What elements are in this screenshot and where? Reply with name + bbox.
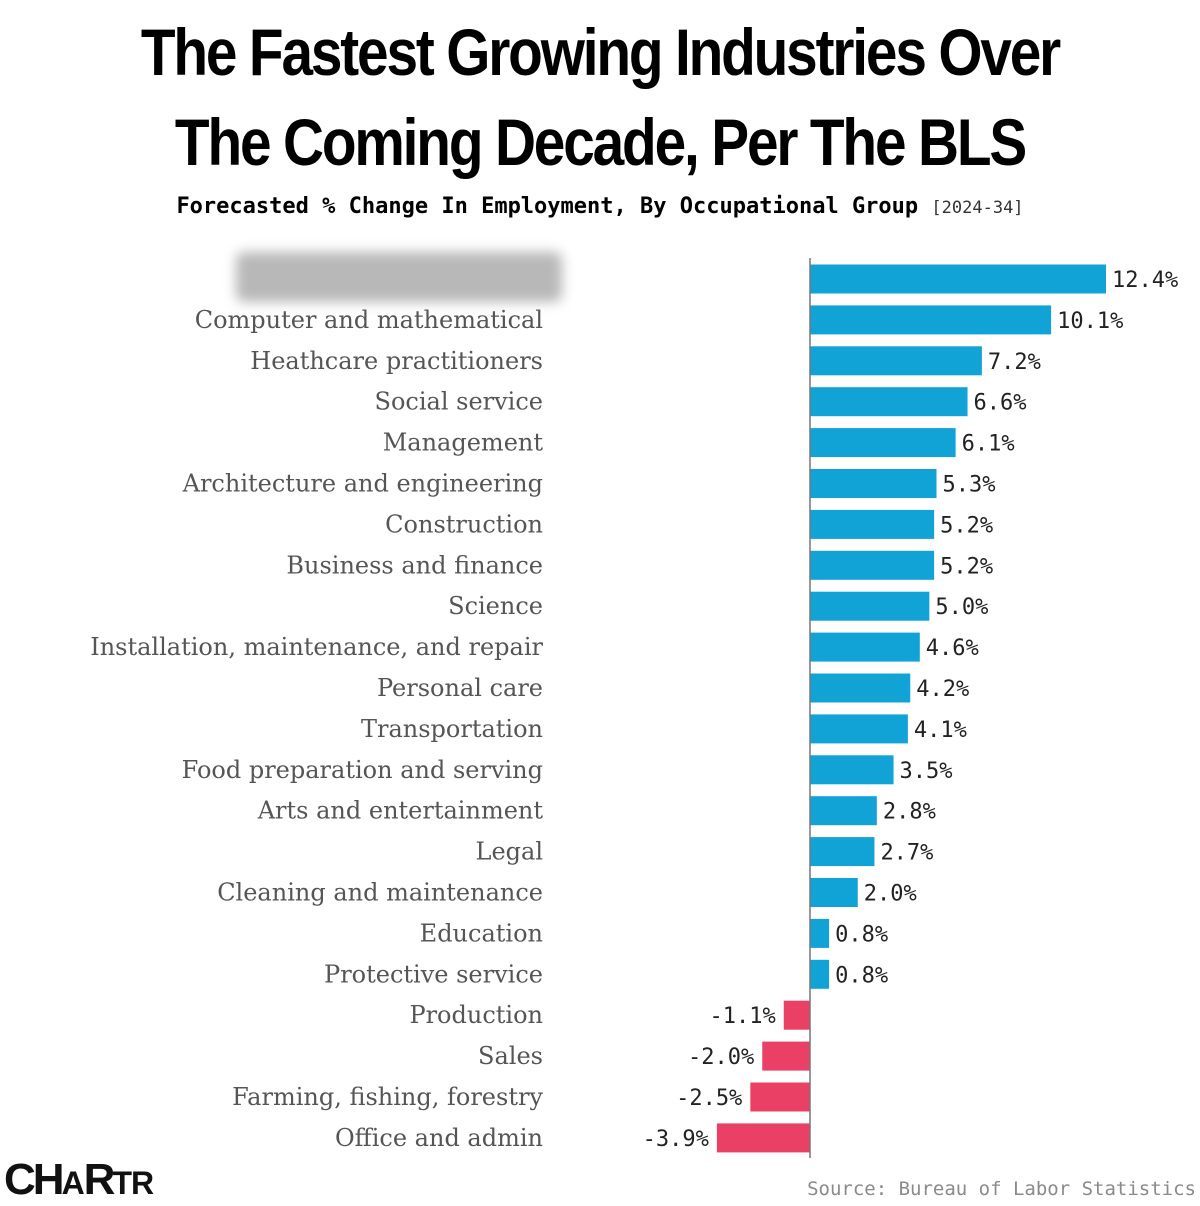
chart-subtitle: Forecasted % Change In Employment, By Oc… [0,193,1200,222]
value-label-0: 12.4% [1112,268,1178,293]
bar-12 [810,755,894,785]
bar-10 [810,673,911,703]
subtitle-years: [2024-34] [931,198,1024,218]
category-label-21: Office and admin [335,1124,543,1152]
bar-4 [810,428,956,458]
chart-title-line-1: The Fastest Growing Industries Over [140,15,1061,89]
bar-19 [762,1041,810,1071]
bar-13 [810,796,877,826]
bar-3 [810,387,968,417]
value-label-19: -2.0% [688,1045,754,1070]
logo-part-4: TR [112,1165,154,1201]
value-label-7: 5.2% [940,554,993,579]
category-label-1: Computer and mathematical [195,306,543,334]
value-label-11: 4.1% [914,718,967,743]
value-label-16: 0.8% [835,922,888,947]
bar-16 [810,918,830,948]
bar-8 [810,591,930,621]
category-label-16: Education [420,919,543,947]
category-label-14: Legal [476,838,544,866]
category-label-19: Sales [478,1042,543,1070]
value-label-3: 6.6% [974,391,1027,416]
value-label-4: 6.1% [962,432,1015,457]
bar-9 [810,632,920,662]
chartr-logo: CHARTR [4,1152,154,1206]
bar-7 [810,550,935,580]
bar-0 [810,264,1106,294]
bar-18 [783,1000,810,1030]
value-label-14: 2.7% [880,841,933,866]
bar-14 [810,837,875,867]
bar-21 [716,1123,810,1153]
category-label-2: Heathcare practitioners [250,347,543,375]
category-label-17: Protective service [324,960,543,988]
category-label-11: Transportation [361,715,543,743]
category-label-10: Personal care [377,674,543,702]
redacted-label-blur [236,252,562,302]
logo-part-1: CH [4,1155,65,1204]
value-label-12: 3.5% [900,759,953,784]
value-label-8: 5.0% [935,595,988,620]
subtitle-text: Forecasted % Change In Employment, By Oc… [176,194,919,219]
value-label-18: -1.1% [710,1004,776,1029]
chart-title-line-2: The Coming Decade, Per The BLS [174,105,1027,179]
logo-part-3: R [83,1155,116,1204]
value-label-15: 2.0% [864,882,917,907]
category-label-15: Cleaning and maintenance [217,879,543,907]
category-label-4: Management [383,429,544,457]
bar-5 [810,469,937,498]
category-label-6: Construction [385,510,543,538]
category-label-5: Architecture and engineering [182,470,543,498]
value-label-9: 4.6% [926,636,979,661]
category-label-7: Business and finance [286,551,543,579]
source-note: Source: Bureau of Labor Statistics [807,1178,1196,1200]
category-label-12: Food preparation and serving [182,756,543,784]
bar-20 [750,1082,810,1112]
value-label-20: -2.5% [676,1086,742,1111]
category-label-13: Arts and entertainment [257,797,544,825]
value-label-21: -3.9% [643,1127,709,1152]
value-label-10: 4.2% [916,677,969,702]
category-label-8: Science [448,592,543,620]
bar-17 [810,959,830,989]
category-label-18: Production [409,1001,543,1029]
value-label-5: 5.3% [943,473,996,498]
value-label-17: 0.8% [835,963,888,988]
logo-part-2: A [61,1165,85,1201]
bar-2 [810,346,982,376]
value-label-6: 5.2% [940,513,993,538]
value-label-13: 2.8% [883,800,936,825]
bar-15 [810,878,858,907]
bar-6 [810,509,935,539]
category-label-20: Farming, fishing, forestry [232,1083,543,1111]
bar-1 [810,305,1052,335]
value-label-1: 10.1% [1057,309,1123,334]
value-label-2: 7.2% [988,350,1041,375]
category-label-3: Social service [375,388,544,416]
category-label-9: Installation, maintenance, and repair [90,633,543,661]
bar-11 [810,714,908,744]
